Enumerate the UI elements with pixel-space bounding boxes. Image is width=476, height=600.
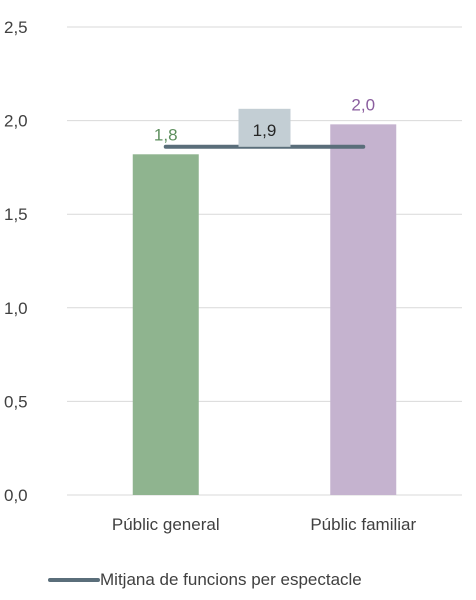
average-label: 1,9: [253, 121, 277, 140]
y-tick-label-2: 1,0: [4, 299, 28, 318]
gridlines: [67, 26, 462, 496]
data-label-0: 1,8: [154, 125, 178, 144]
y-tick-label-4: 2,0: [4, 112, 28, 131]
average-label-box: [238, 108, 291, 147]
legend: Mitjana de funcions per espectacle: [48, 570, 362, 589]
y-tick-label-1: 0,5: [4, 392, 28, 411]
bar-0: [132, 154, 199, 495]
data-labels: 1,8 2,0: [154, 95, 375, 144]
bar-1: [330, 124, 397, 496]
bars: [132, 124, 397, 496]
x-axis-category-labels: Públic general Públic familiar: [112, 515, 417, 534]
y-tick-label-5: 2,5: [4, 18, 28, 37]
y-tick-label-3: 1,5: [4, 205, 28, 224]
data-label-1: 2,0: [351, 95, 375, 114]
legend-label: Mitjana de funcions per espectacle: [100, 570, 362, 589]
category-label-0: Públic general: [112, 515, 220, 534]
average-line-group: 1,9: [163, 108, 366, 149]
category-label-1: Públic familiar: [310, 515, 416, 534]
y-axis-tick-labels: 0,0 0,5 1,0 1,5 2,0 2,5: [4, 18, 28, 505]
y-tick-label-0: 0,0: [4, 486, 28, 505]
